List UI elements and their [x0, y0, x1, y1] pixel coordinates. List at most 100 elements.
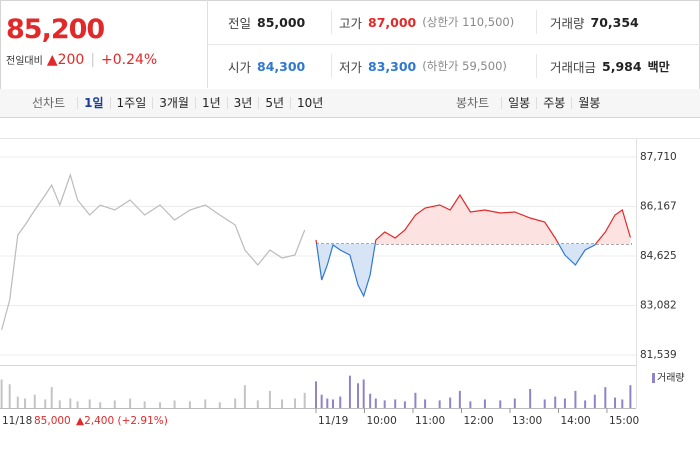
- y-tick-label: 87,710: [640, 151, 677, 163]
- candle-tab[interactable]: 주봉: [536, 97, 571, 109]
- volume-bar: [563, 398, 566, 408]
- volume-bar: [414, 392, 417, 408]
- volume-bar: [621, 399, 624, 408]
- volume-legend: 거래량: [657, 372, 685, 384]
- volume-bar: [256, 400, 259, 408]
- change-row: 전일대비 ▲200 | +0.24%: [6, 52, 157, 68]
- volume-bar: [69, 398, 72, 408]
- period-tab[interactable]: 5년: [258, 97, 290, 109]
- volume-bar: [33, 394, 36, 408]
- volume-bar: [374, 398, 377, 408]
- separator: |: [90, 52, 96, 68]
- period-tab[interactable]: 3년: [226, 97, 259, 109]
- prev-close: 85,000: [34, 415, 71, 427]
- stat-value: 70,354: [590, 14, 639, 30]
- volume-bar: [218, 402, 221, 408]
- stat-label: 전일: [228, 15, 252, 31]
- x-tick-label: 11/19: [318, 415, 348, 427]
- volume-bar: [543, 399, 546, 408]
- x-tick-label: 15:00: [609, 415, 639, 427]
- stat-cell: 전일 85,000: [228, 0, 305, 44]
- volume-bar: [44, 399, 47, 408]
- stats-table: 전일 85,000 고가 87,000 (상한가 110,500) 거래량 70,354 시가…: [207, 0, 700, 88]
- stat-label: 고가: [339, 15, 363, 31]
- volume-bar: [76, 401, 79, 408]
- volume-bar: [268, 390, 271, 408]
- volume-bar: [320, 394, 323, 408]
- toolbar: 선차트 1일 1주일 3개월 1년 3년 5년 10년 봉차트 일봉 주봉 월봉: [0, 89, 700, 118]
- volume-bar: [243, 385, 246, 408]
- stat-cell: 거래량 70,354: [550, 0, 639, 44]
- stat-cell: 시가 84,300: [228, 44, 305, 88]
- prev-date: 11/18: [2, 415, 32, 427]
- change-pct: +0.24%: [101, 52, 158, 68]
- volume-bar: [326, 398, 329, 408]
- period-tab[interactable]: 3개월: [152, 97, 195, 109]
- volume-bar: [574, 390, 577, 408]
- volume-bar: [281, 399, 284, 408]
- period-tab[interactable]: 1일: [77, 97, 109, 109]
- volume-bar: [348, 375, 351, 408]
- volume-bar: [458, 390, 461, 408]
- stat-value: 85,000: [257, 14, 306, 30]
- volume-bar: [424, 399, 427, 408]
- period-tab[interactable]: 1주일: [109, 97, 153, 109]
- volume-bar: [554, 396, 557, 408]
- stat-label: 시가: [228, 59, 252, 75]
- volume-bar: [469, 401, 472, 408]
- volume-bar: [24, 398, 27, 408]
- volume-bar: [188, 401, 191, 408]
- volume-bar: [204, 399, 207, 408]
- y-tick-label: 84,625: [640, 250, 677, 262]
- y-tick-label: 83,082: [640, 299, 677, 311]
- volume-bar: [315, 381, 317, 408]
- candle-tab[interactable]: 일봉: [501, 97, 536, 109]
- x-tick-label: 14:00: [560, 415, 590, 427]
- volume-bar: [357, 383, 360, 408]
- stat-cell: 고가 87,000 (상한가 110,500): [339, 0, 514, 44]
- volume-bar: [50, 387, 53, 408]
- volume-bar: [234, 398, 237, 408]
- volume-bar: [604, 387, 607, 408]
- period-tab[interactable]: 1년: [194, 97, 227, 109]
- volume-bar: [58, 400, 61, 408]
- x-tick-label: 12:00: [463, 415, 493, 427]
- volume-bar: [593, 394, 596, 408]
- volume-bar: [438, 400, 441, 408]
- x-tick-label: 13:00: [512, 415, 542, 427]
- volume-bar: [8, 384, 11, 408]
- period-tabs: 선차트 1일 1주일 3개월 1년 3년 5년 10년: [26, 89, 329, 117]
- stat-cell: 거래대금 5,984 백만: [550, 44, 670, 88]
- candle-tabs: 봉차트 일봉 주봉 월봉: [450, 89, 606, 117]
- stat-value: 87,000: [368, 14, 417, 30]
- volume-bar: [584, 400, 587, 408]
- prev-change: ▲2,400 (+2.91%): [76, 415, 168, 427]
- candle-tab[interactable]: 월봉: [571, 97, 606, 109]
- period-tab[interactable]: 10년: [290, 97, 329, 109]
- volume-bar: [293, 398, 296, 408]
- x-tick-label: 10:00: [366, 415, 396, 427]
- volume-bar: [362, 379, 365, 408]
- stat-label: 거래대금: [550, 59, 597, 75]
- volume-bar: [403, 401, 406, 408]
- volume-bar: [113, 400, 116, 408]
- y-tick-label: 81,539: [640, 349, 677, 361]
- line-chart-label: 선차트: [32, 96, 66, 110]
- volume-bar: [629, 385, 632, 408]
- volume-bar: [369, 393, 372, 408]
- volume-bar: [529, 389, 532, 408]
- volume-bar: [129, 398, 132, 408]
- volume-bar: [88, 399, 91, 408]
- volume-bar: [339, 396, 342, 408]
- stat-label: 저가: [339, 59, 363, 75]
- stat-label: 거래량: [550, 15, 585, 31]
- candle-chart-label: 봉차트: [456, 96, 490, 110]
- volume-bar: [143, 401, 146, 408]
- volume-bar: [0, 379, 3, 408]
- price-area: [316, 195, 631, 296]
- volume-bar: [331, 399, 334, 408]
- volume-bar: [99, 402, 102, 408]
- volume-bar: [449, 397, 452, 408]
- volume-bar: [499, 400, 502, 408]
